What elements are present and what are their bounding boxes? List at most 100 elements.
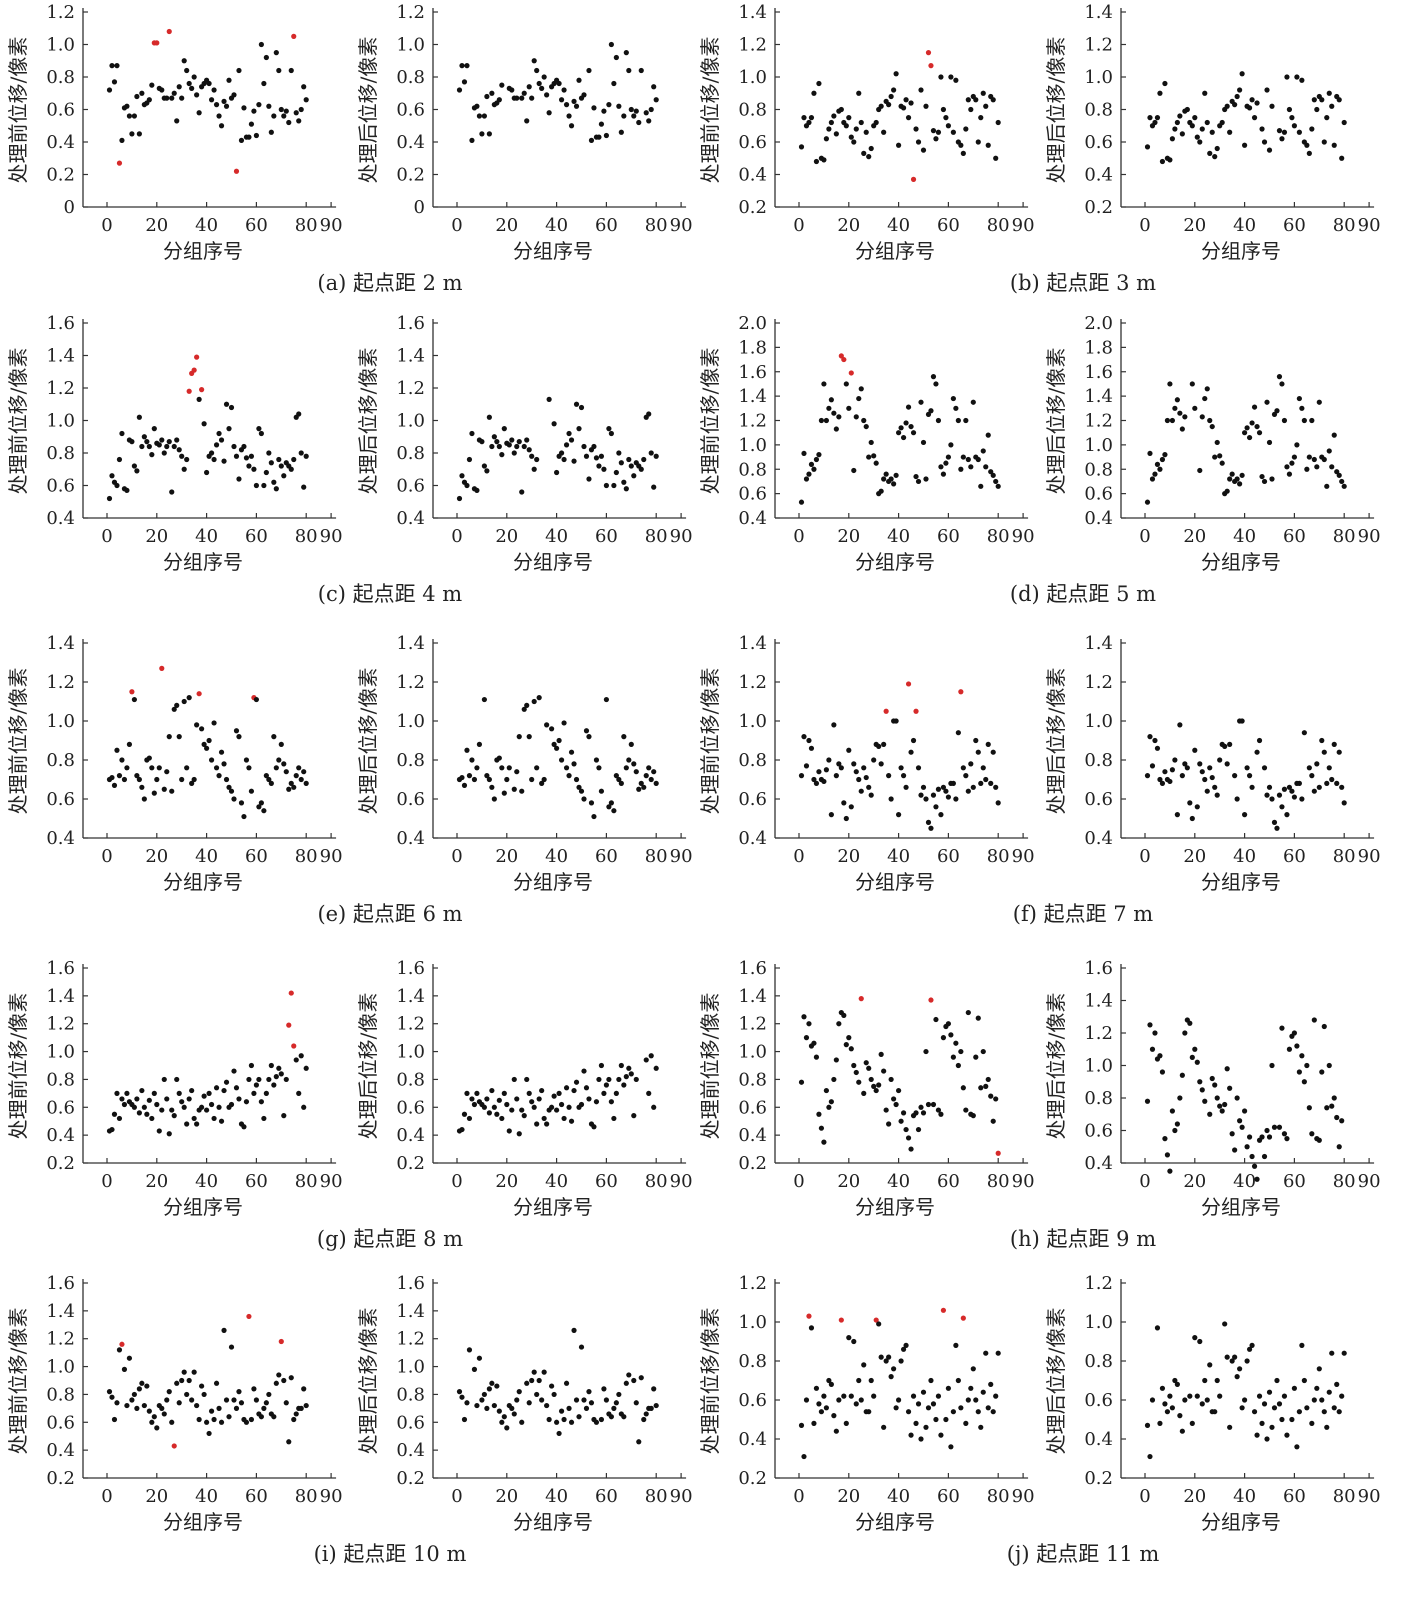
data-point (516, 439, 522, 445)
data-point (965, 97, 971, 103)
data-point (1147, 1022, 1153, 1028)
data-point (474, 487, 480, 493)
data-point (273, 1380, 279, 1386)
data-point (494, 1383, 500, 1389)
data-point (846, 115, 852, 121)
data-point (204, 745, 210, 751)
data-point (1234, 1374, 1240, 1380)
x-tick-label: 20 (837, 526, 860, 547)
data-point (191, 776, 197, 783)
panel-caption: (c) 起点距 4 m (318, 582, 463, 606)
x-tick-label: 80 (645, 526, 668, 547)
data-point (858, 788, 864, 794)
y-tick-label: 1.0 (738, 1042, 767, 1063)
data-point (1194, 1059, 1200, 1065)
data-point (905, 1409, 912, 1415)
x-tick-label: 0 (1139, 526, 1150, 547)
data-point (256, 426, 262, 432)
outlier-point (196, 691, 202, 697)
data-point (509, 87, 515, 93)
data-point (813, 456, 820, 463)
data-point (1264, 1436, 1270, 1442)
data-point (1309, 417, 1315, 424)
data-point (591, 105, 597, 111)
data-point (1289, 1416, 1295, 1423)
data-point (908, 1146, 914, 1152)
x-tick-label: 20 (495, 526, 518, 547)
x-tick-label: 0 (793, 526, 804, 547)
data-point (871, 1393, 877, 1399)
data-point (913, 126, 919, 132)
outlier-point (278, 1338, 284, 1345)
data-point (1169, 1405, 1175, 1411)
data-point (948, 1444, 954, 1450)
data-point (798, 773, 805, 779)
outlier-point (928, 997, 934, 1003)
outlier-point (116, 160, 123, 166)
data-point (231, 796, 237, 802)
x-tick-label: 40 (1233, 215, 1256, 236)
data-point (549, 1383, 555, 1389)
y-tick-label: 1.2 (1084, 35, 1113, 56)
data-point (1157, 466, 1163, 472)
data-point (576, 784, 582, 790)
data-point (296, 765, 302, 771)
data-point (511, 1076, 517, 1083)
data-point (1254, 749, 1260, 755)
data-point (1227, 741, 1233, 748)
data-point (469, 430, 475, 437)
x-axis-label: 分组序号 (163, 1195, 243, 1219)
y-tick-label: 0.4 (1084, 165, 1113, 186)
data-point (134, 1405, 140, 1411)
data-point (136, 1386, 142, 1392)
data-point (898, 1118, 904, 1124)
data-point (571, 1327, 577, 1333)
panel-caption: (a) 起点距 2 m (317, 271, 462, 295)
data-point (119, 137, 125, 143)
data-point (621, 1414, 627, 1420)
data-point (915, 1126, 922, 1133)
data-point (1306, 150, 1312, 156)
data-point (1264, 792, 1270, 798)
data-point (288, 780, 294, 787)
y-tick-label: 0.8 (396, 67, 425, 88)
data-point (878, 103, 884, 109)
data-point (459, 1126, 465, 1133)
data-point (806, 471, 812, 477)
data-point (506, 442, 512, 448)
data-point (293, 773, 299, 779)
y-tick-label: 1.0 (396, 711, 425, 732)
y-tick-label: 1.2 (1084, 1023, 1113, 1044)
data-point (608, 800, 614, 806)
data-point (1261, 1153, 1268, 1160)
data-point (571, 458, 577, 464)
data-point (573, 103, 580, 109)
data-point (818, 1409, 825, 1415)
data-point (828, 119, 834, 126)
data-point (1189, 123, 1195, 129)
data-point (843, 815, 849, 822)
data-point (258, 430, 264, 437)
x-tick-label: 0 (451, 1486, 462, 1507)
data-point (301, 1104, 307, 1110)
data-point (496, 1097, 502, 1103)
data-point (1177, 113, 1183, 119)
data-point (281, 761, 287, 767)
data-point (1149, 1397, 1156, 1403)
data-point (801, 450, 807, 457)
data-point (1299, 796, 1305, 802)
data-point (908, 749, 914, 755)
data-point (913, 473, 919, 480)
data-point (836, 761, 842, 767)
x-tick-label: 40 (1233, 846, 1256, 867)
subplot-b-before: 0 20 40 60 80 900.20.40.60.81.01.21.4分组序号处理前位… (698, 2, 1035, 263)
data-point (583, 1085, 590, 1091)
data-point (633, 108, 639, 114)
data-point (511, 1411, 517, 1417)
x-tick-label: 60 (245, 1486, 268, 1507)
y-tick-label: 1.0 (396, 1042, 425, 1063)
data-point (189, 780, 195, 787)
data-point (303, 453, 309, 459)
data-point (136, 414, 142, 420)
y-tick-label: 0.2 (396, 1468, 425, 1489)
